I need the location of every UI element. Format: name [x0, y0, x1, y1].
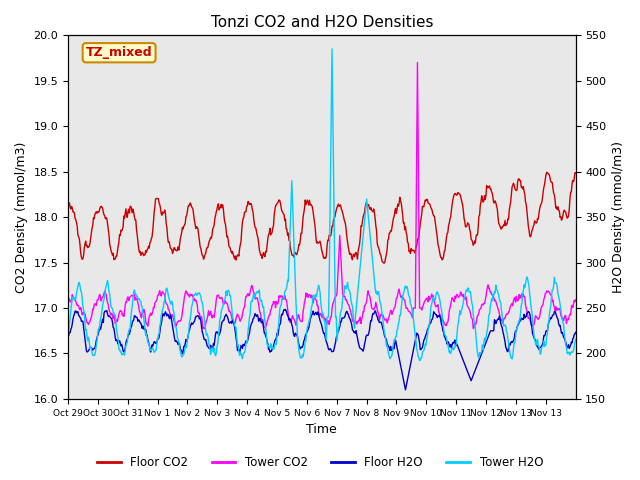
- Y-axis label: H2O Density (mmol/m3): H2O Density (mmol/m3): [612, 141, 625, 293]
- Y-axis label: CO2 Density (mmol/m3): CO2 Density (mmol/m3): [15, 142, 28, 293]
- Title: Tonzi CO2 and H2O Densities: Tonzi CO2 and H2O Densities: [211, 15, 433, 30]
- Text: TZ_mixed: TZ_mixed: [86, 46, 152, 59]
- X-axis label: Time: Time: [307, 423, 337, 436]
- Legend: Floor CO2, Tower CO2, Floor H2O, Tower H2O: Floor CO2, Tower CO2, Floor H2O, Tower H…: [92, 452, 548, 474]
